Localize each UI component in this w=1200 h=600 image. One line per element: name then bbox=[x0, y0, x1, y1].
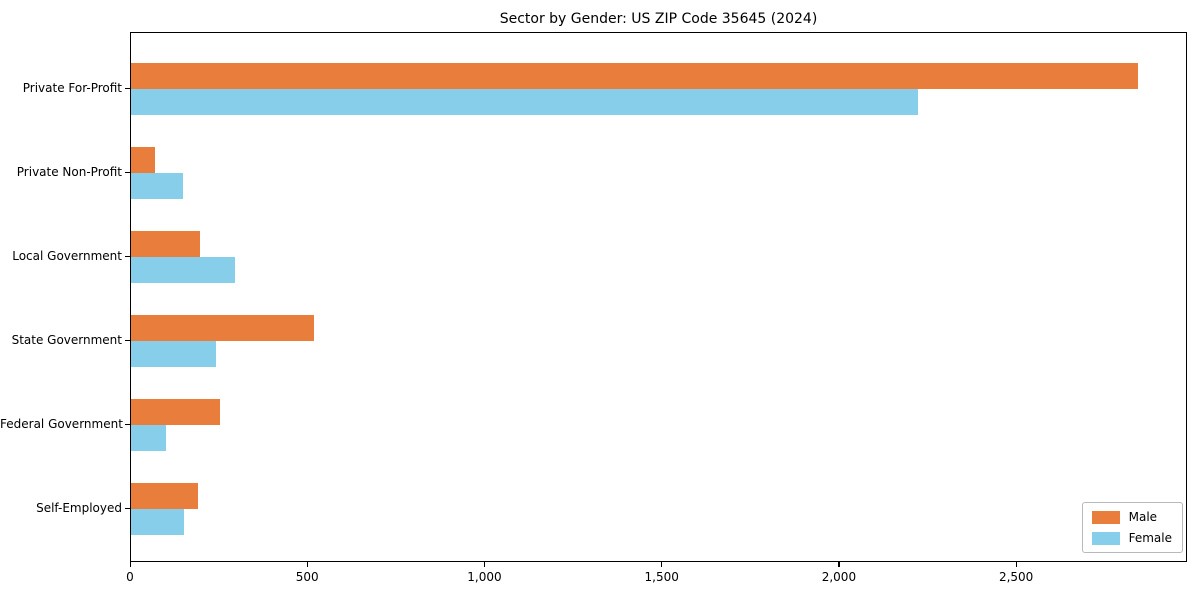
y-tick-label-private-for-profit: Private For-Profit bbox=[22, 81, 122, 95]
x-tick-mark-2500 bbox=[1015, 562, 1017, 567]
y-tick-label-state-government: State Government bbox=[11, 333, 122, 347]
bar-female-state-government bbox=[131, 341, 217, 367]
bar-male-private-for-profit bbox=[131, 63, 1138, 89]
x-tick-label-1500: 1,500 bbox=[644, 570, 679, 584]
bar-female-self-employed bbox=[131, 509, 185, 535]
y-tick-label-federal-government: Federal Government bbox=[0, 417, 123, 431]
y-tick-mark-state-government bbox=[125, 339, 130, 341]
y-tick-mark-self-employed bbox=[125, 507, 130, 509]
x-tick-label-2500: 2,500 bbox=[998, 570, 1034, 584]
x-tick-label-2000: 2,000 bbox=[821, 570, 857, 584]
x-tick-mark-2000 bbox=[838, 562, 840, 567]
legend-label-male: Male bbox=[1128, 510, 1158, 524]
legend-row-female: Female bbox=[1091, 531, 1172, 545]
legend-row-male: Male bbox=[1091, 510, 1172, 524]
bar-female-federal-government bbox=[131, 425, 167, 451]
bar-male-federal-government bbox=[131, 399, 220, 425]
bar-male-self-employed bbox=[131, 483, 199, 509]
x-tick-label-1000: 1,000 bbox=[467, 570, 502, 584]
legend-swatch-female bbox=[1091, 531, 1120, 545]
bar-male-private-non-profit bbox=[131, 147, 155, 173]
y-tick-mark-private-for-profit bbox=[125, 87, 130, 89]
bar-male-local-government bbox=[131, 231, 201, 257]
x-tick-mark-1000 bbox=[483, 562, 486, 567]
y-tick-mark-federal-government bbox=[125, 423, 130, 425]
y-tick-label-local-government: Local Government bbox=[12, 249, 122, 263]
x-tick-mark-0 bbox=[129, 562, 131, 567]
x-tick-label-500: 500 bbox=[295, 570, 319, 584]
y-tick-mark-private-non-profit bbox=[125, 171, 130, 173]
y-tick-label-private-non-profit: Private Non-Profit bbox=[16, 165, 122, 179]
y-tick-mark-local-government bbox=[125, 255, 130, 257]
chart-title: Sector by Gender: US ZIP Code 35645 (202… bbox=[499, 11, 818, 27]
bar-female-private-for-profit bbox=[131, 89, 918, 115]
bar-male-state-government bbox=[131, 315, 314, 341]
bar-female-private-non-profit bbox=[131, 173, 183, 199]
legend: Male Female bbox=[1081, 502, 1183, 553]
x-tick-mark-1500 bbox=[661, 562, 663, 567]
legend-swatch-male bbox=[1091, 510, 1120, 524]
legend-label-female: Female bbox=[1128, 531, 1172, 545]
x-tick-mark-500 bbox=[306, 562, 308, 567]
x-tick-label-0: 0 bbox=[126, 570, 134, 584]
plot-area: Male Female bbox=[130, 32, 1187, 562]
bar-female-local-government bbox=[131, 257, 236, 283]
y-tick-label-self-employed: Self-Employed bbox=[36, 501, 122, 515]
